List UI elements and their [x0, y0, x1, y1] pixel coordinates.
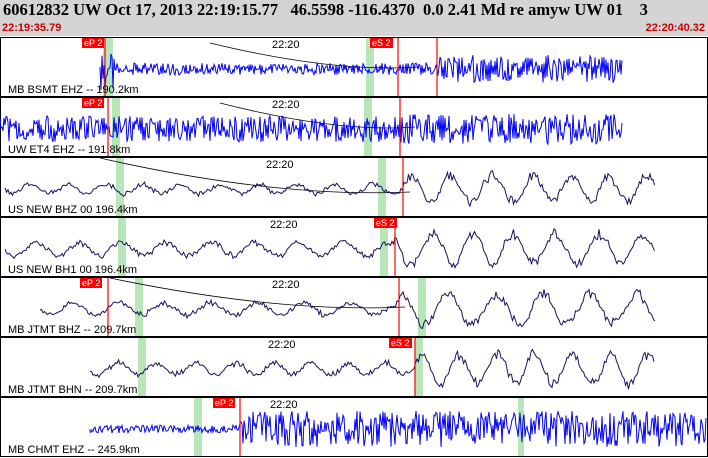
trace-panel[interactable]: 22:20 eP 2 MB JTMT BHZ -- 209.7km: [0, 277, 708, 337]
trace-panel[interactable]: 22:20 eP 2 UW ET4 EHZ -- 191.8km: [0, 97, 708, 157]
waveform-trace: [0, 114, 623, 146]
waveform-trace: [89, 348, 655, 390]
station-label: US NEW BH1 00 196.4km: [8, 264, 137, 276]
phase-window: [135, 278, 143, 336]
travel-time-curve: [209, 42, 419, 69]
station-label: MB CHMT EHZ -- 245.9km: [8, 444, 140, 456]
phase-pick-label[interactable]: eP 2: [80, 278, 103, 288]
waveform-trace: [4, 170, 655, 208]
phase-pick-label[interactable]: eS 2: [374, 218, 397, 228]
station-label: UW ET4 EHZ -- 191.8km: [8, 144, 131, 156]
phase-window: [380, 218, 388, 276]
trace-panel[interactable]: 22:20 US NEW BHZ 00 196.4km: [0, 157, 708, 217]
phase-window: [415, 338, 423, 396]
phase-window: [118, 218, 126, 276]
phase-window: [364, 98, 372, 156]
waveform-trace: [99, 53, 623, 90]
phase-pick-label[interactable]: eP 2: [82, 38, 105, 48]
phase-pick-label[interactable]: eP 2: [82, 98, 105, 108]
travel-time-curve: [109, 277, 406, 309]
trace-panel[interactable]: 22:20 eP 2 MB CHMT EHZ -- 245.9km: [0, 397, 708, 457]
waveform-trace: [39, 288, 656, 330]
time-mark-label: 22:20: [266, 159, 294, 171]
time-mark-label: 22:20: [270, 399, 298, 411]
station-label: MB JTMT BHN -- 209.7km: [8, 384, 138, 396]
travel-time-curve: [99, 157, 411, 194]
time-mark-label: 22:20: [270, 219, 298, 231]
seismogram-plot[interactable]: [0, 277, 708, 337]
travel-time-curve: [219, 102, 416, 129]
trace-panel[interactable]: 22:20 eS 2 US NEW BH1 00 196.4km: [0, 217, 708, 277]
phase-window: [366, 38, 374, 96]
time-mark-label: 22:20: [268, 339, 296, 351]
station-label: MB BSMT EHZ -- 190.2km: [8, 84, 139, 96]
phase-pick-label[interactable]: eP 2: [213, 398, 236, 408]
trace-panel[interactable]: 22:20 eS 2 MB JTMT BHN -- 209.7km: [0, 337, 708, 397]
phase-window: [418, 278, 426, 336]
header-bar: 60612832 UW Oct 17, 2013 22:19:15.77 46.…: [0, 0, 708, 36]
station-label: MB JTMT BHZ -- 209.7km: [8, 324, 137, 336]
trace-panel[interactable]: 22:20 eP 2 eS 2 MB BSMT EHZ -- 190.2km: [0, 37, 708, 97]
time-mark-label: 22:20: [272, 279, 300, 291]
time-mark-label: 22:20: [272, 39, 300, 51]
time-mark-label: 22:20: [272, 99, 300, 111]
window-end-time: 22:20:40.32: [645, 22, 705, 34]
event-title: 60612832 UW Oct 17, 2013 22:19:15.77 46.…: [3, 0, 648, 19]
phase-pick-label[interactable]: eS 2: [389, 338, 412, 348]
waveform-trace: [89, 409, 707, 448]
phase-pick-label[interactable]: eS 2: [370, 38, 393, 48]
waveform-trace: [4, 227, 655, 269]
station-label: US NEW BHZ 00 196.4km: [8, 204, 138, 216]
phase-window: [103, 38, 113, 96]
window-start-time: 22:19:35.79: [2, 22, 62, 34]
phase-window: [138, 338, 146, 396]
phase-window: [116, 158, 124, 216]
